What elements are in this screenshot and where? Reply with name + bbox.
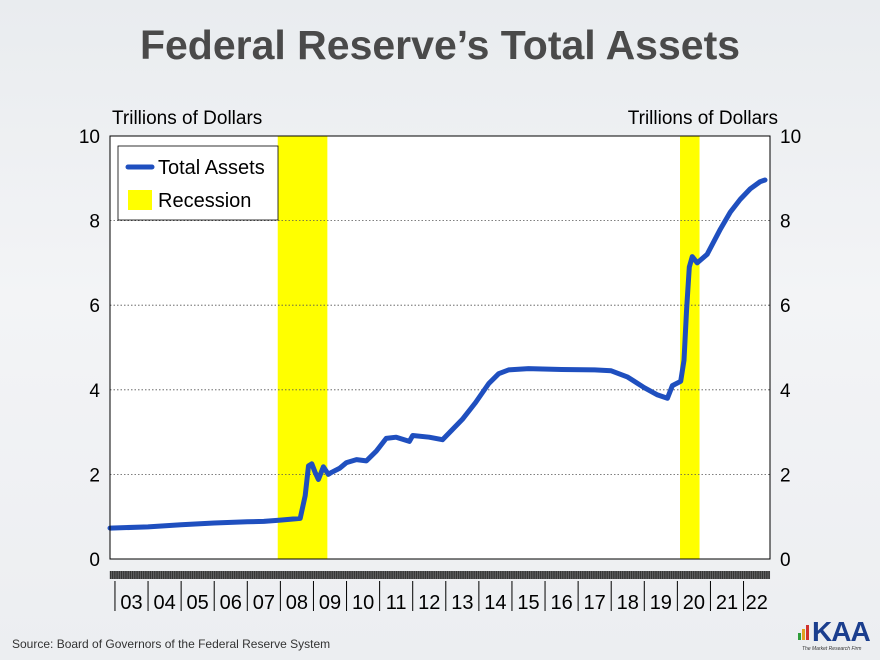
ytick-label-right: 6	[780, 296, 791, 317]
xtick-label: 15	[517, 592, 539, 614]
source-note: Source: Board of Governors of the Federa…	[12, 637, 331, 651]
xtick-label: 16	[550, 592, 572, 614]
ytick-label-right: 4	[780, 381, 791, 402]
ytick-label-right: 0	[780, 550, 791, 571]
xtick-label: 13	[451, 592, 473, 614]
ytick-label-left: 2	[89, 465, 100, 486]
legend-swatch-recession	[128, 190, 152, 210]
xtick-label: 03	[120, 592, 142, 614]
xtick-label: 17	[584, 592, 606, 614]
ytick-label-left: 0	[89, 550, 100, 571]
xtick-label: 14	[484, 592, 506, 614]
xtick-label: 06	[220, 592, 242, 614]
legend: Total Assets Recession	[117, 145, 279, 221]
xtick-label: 08	[286, 592, 308, 614]
ytick-label-left: 4	[89, 381, 100, 402]
ylabel-left: Trillions of Dollars	[112, 108, 262, 129]
logo-text: KAA	[812, 616, 871, 647]
slide-title: Federal Reserve’s Total Assets	[139, 22, 741, 68]
kaa-logo: KAA The Market Research Firm	[798, 614, 872, 656]
ytick-label-left: 8	[89, 212, 100, 233]
xtick-label: 20	[683, 592, 705, 614]
series-line-total-assets	[107, 177, 768, 531]
xtick-label: 22	[746, 592, 768, 614]
ytick-label-right: 10	[780, 127, 801, 148]
recession-band	[277, 136, 328, 559]
legend-label-total-assets: Total Assets	[158, 157, 265, 179]
recession-band	[680, 136, 700, 559]
xtick-label: 18	[617, 592, 639, 614]
xtick-label: 11	[386, 592, 407, 614]
logo-tagline: The Market Research Firm	[802, 646, 862, 652]
xtick-label: 07	[253, 592, 275, 614]
xtick-label: 10	[352, 592, 374, 614]
legend-label-recession: Recession	[158, 190, 251, 212]
xtick-label: 05	[187, 592, 209, 614]
ytick-label-left: 10	[79, 127, 100, 148]
ytick-label-right: 2	[780, 465, 791, 486]
xtick-label: 04	[153, 592, 175, 614]
ytick-label-left: 6	[89, 296, 100, 317]
xtick-label: 09	[319, 592, 341, 614]
xtick-label: 21	[716, 592, 738, 614]
xtick-label: 19	[650, 592, 672, 614]
plot-frame	[109, 135, 771, 560]
ytick-label-right: 8	[780, 212, 791, 233]
ylabel-right: Trillions of Dollars	[628, 108, 778, 129]
xtick-label: 12	[418, 592, 440, 614]
bar-chart-icon	[798, 625, 809, 640]
